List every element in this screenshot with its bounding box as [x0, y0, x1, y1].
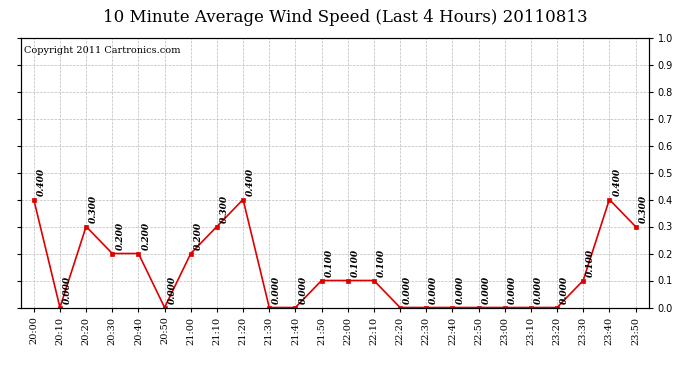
Text: 0.200: 0.200: [194, 222, 203, 250]
Text: 0.100: 0.100: [586, 249, 595, 277]
Text: 0.400: 0.400: [37, 168, 46, 196]
Text: 0.300: 0.300: [220, 195, 229, 223]
Text: 0.000: 0.000: [273, 276, 282, 304]
Text: 0.200: 0.200: [115, 222, 124, 250]
Text: 0.000: 0.000: [534, 276, 543, 304]
Text: 0.000: 0.000: [299, 276, 308, 304]
Text: 0.000: 0.000: [482, 276, 491, 304]
Text: 0.300: 0.300: [89, 195, 98, 223]
Text: 0.000: 0.000: [403, 276, 412, 304]
Text: 0.300: 0.300: [639, 195, 648, 223]
Text: 0.000: 0.000: [429, 276, 438, 304]
Text: 0.200: 0.200: [141, 222, 150, 250]
Text: 0.000: 0.000: [63, 276, 72, 304]
Text: 10 Minute Average Wind Speed (Last 4 Hours) 20110813: 10 Minute Average Wind Speed (Last 4 Hou…: [103, 9, 587, 26]
Text: 0.000: 0.000: [168, 276, 177, 304]
Text: Copyright 2011 Cartronics.com: Copyright 2011 Cartronics.com: [24, 46, 180, 55]
Text: 0.400: 0.400: [613, 168, 622, 196]
Text: 0.100: 0.100: [325, 249, 334, 277]
Text: 0.100: 0.100: [377, 249, 386, 277]
Text: 0.400: 0.400: [246, 168, 255, 196]
Text: 0.100: 0.100: [351, 249, 360, 277]
Text: 0.000: 0.000: [508, 276, 517, 304]
Text: 0.000: 0.000: [560, 276, 569, 304]
Text: 0.000: 0.000: [455, 276, 464, 304]
